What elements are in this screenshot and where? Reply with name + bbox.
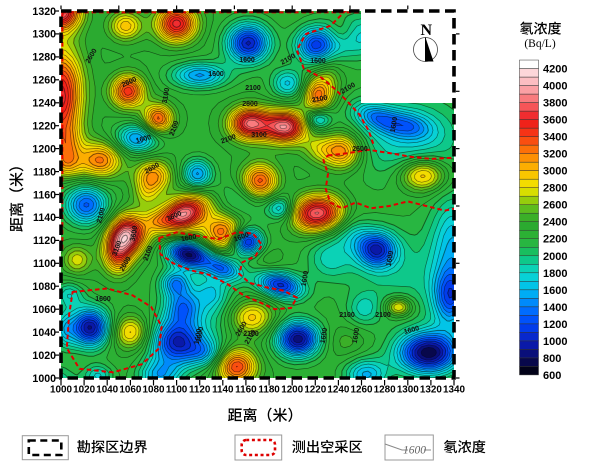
svg-text:2100: 2100	[220, 134, 237, 146]
svg-text:1320: 1320	[32, 6, 56, 18]
svg-text:1140: 1140	[33, 212, 56, 224]
svg-text:3200: 3200	[543, 149, 567, 161]
svg-text:1600: 1600	[403, 445, 426, 457]
svg-text:2100: 2100	[339, 312, 355, 319]
svg-text:1280: 1280	[374, 385, 396, 396]
svg-text:1040: 1040	[32, 327, 56, 339]
svg-text:1140: 1140	[212, 385, 234, 396]
svg-text:1040: 1040	[96, 385, 118, 396]
svg-text:1600: 1600	[320, 327, 330, 344]
svg-text:1000: 1000	[543, 336, 567, 348]
svg-text:2100: 2100	[243, 331, 259, 338]
svg-text:1600: 1600	[180, 234, 197, 244]
svg-text:4000: 4000	[543, 81, 567, 93]
svg-text:2400: 2400	[543, 217, 567, 229]
svg-text:1200: 1200	[32, 143, 56, 155]
svg-text:1160: 1160	[33, 189, 56, 201]
svg-text:1120: 1120	[33, 235, 56, 247]
svg-text:1080: 1080	[143, 385, 165, 396]
svg-text:1260: 1260	[32, 75, 56, 87]
svg-text:1600: 1600	[352, 327, 362, 344]
svg-text:1220: 1220	[304, 385, 326, 396]
svg-text:800: 800	[543, 353, 561, 365]
svg-text:N: N	[421, 22, 433, 39]
svg-text:1260: 1260	[351, 385, 373, 396]
svg-text:3600: 3600	[543, 115, 567, 127]
svg-text:3800: 3800	[543, 98, 567, 110]
svg-text:1600: 1600	[403, 325, 420, 336]
svg-text:1080: 1080	[32, 281, 56, 293]
svg-text:2800: 2800	[543, 183, 567, 195]
svg-text:1200: 1200	[543, 319, 567, 331]
svg-text:2100: 2100	[169, 120, 181, 137]
svg-text:1120: 1120	[189, 385, 211, 396]
svg-text:2100: 2100	[96, 207, 107, 224]
svg-text:3100: 3100	[162, 87, 172, 104]
svg-text:600: 600	[543, 370, 561, 382]
svg-text:2100: 2100	[143, 245, 155, 262]
svg-text:1600: 1600	[310, 58, 326, 65]
svg-text:1600: 1600	[194, 328, 204, 345]
svg-text:1060: 1060	[119, 385, 141, 396]
svg-text:1600: 1600	[233, 232, 250, 244]
svg-text:(Bq/L): (Bq/L)	[524, 38, 555, 50]
svg-text:1160: 1160	[235, 385, 257, 396]
svg-text:1320: 1320	[420, 385, 442, 396]
svg-text:4200: 4200	[543, 64, 567, 76]
svg-text:1180: 1180	[33, 166, 56, 178]
svg-text:2600: 2600	[543, 200, 567, 212]
svg-text:1600: 1600	[208, 71, 224, 78]
svg-text:3100: 3100	[112, 240, 124, 257]
svg-text:1020: 1020	[32, 350, 56, 362]
svg-text:1800: 1800	[543, 268, 567, 280]
svg-text:1600: 1600	[95, 296, 111, 303]
svg-text:1000: 1000	[32, 373, 56, 385]
svg-text:1600: 1600	[386, 250, 396, 267]
svg-text:1200: 1200	[281, 385, 303, 396]
svg-text:1000: 1000	[50, 385, 72, 396]
svg-text:1280: 1280	[32, 52, 56, 64]
svg-text:1600: 1600	[239, 57, 255, 64]
svg-text:2600: 2600	[352, 146, 368, 153]
svg-text:3400: 3400	[543, 132, 567, 144]
svg-text:2200: 2200	[543, 234, 567, 246]
svg-text:1240: 1240	[327, 385, 349, 396]
svg-text:1600: 1600	[543, 285, 567, 297]
svg-text:1600: 1600	[390, 116, 400, 133]
svg-text:1100: 1100	[166, 385, 188, 396]
svg-text:1600: 1600	[135, 134, 152, 145]
svg-text:1300: 1300	[32, 29, 56, 41]
svg-text:2100: 2100	[375, 312, 391, 319]
svg-text:1600: 1600	[301, 270, 311, 287]
svg-text:2000: 2000	[543, 251, 567, 263]
svg-text:1340: 1340	[443, 385, 465, 396]
svg-text:2100: 2100	[311, 95, 328, 105]
svg-text:1100: 1100	[33, 258, 56, 270]
svg-text:3100: 3100	[251, 132, 267, 139]
svg-text:2800: 2800	[242, 101, 258, 108]
svg-text:1600: 1600	[196, 326, 206, 343]
svg-text:1020: 1020	[73, 385, 95, 396]
svg-text:2100: 2100	[245, 85, 261, 92]
svg-text:1060: 1060	[32, 304, 56, 316]
svg-text:3600: 3600	[130, 225, 140, 242]
svg-text:1220: 1220	[32, 121, 56, 133]
svg-text:1180: 1180	[258, 385, 280, 396]
svg-text:3000: 3000	[543, 166, 567, 178]
svg-text:1300: 1300	[397, 385, 419, 396]
svg-text:1400: 1400	[543, 302, 567, 314]
svg-text:1240: 1240	[32, 98, 56, 110]
